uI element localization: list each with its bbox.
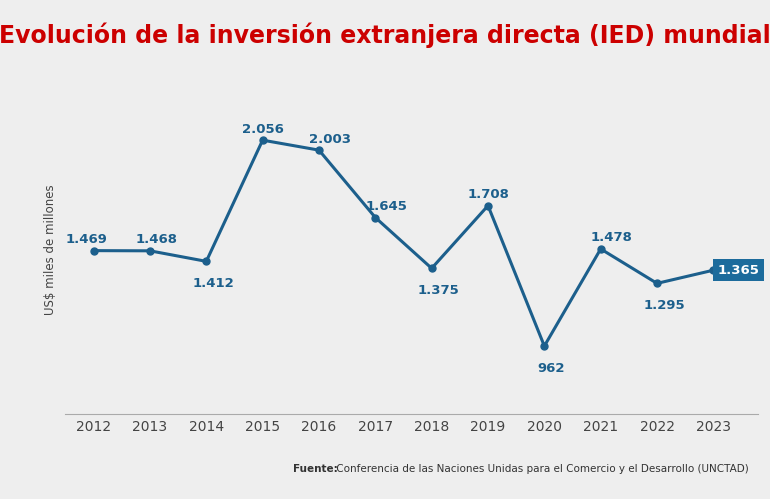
Text: 1.469: 1.469 (65, 233, 108, 246)
Text: 1.295: 1.295 (643, 299, 685, 312)
Text: 1.375: 1.375 (418, 284, 460, 297)
Text: 1.708: 1.708 (467, 188, 509, 201)
Text: 1.645: 1.645 (366, 200, 407, 213)
Text: Fuente:: Fuente: (293, 464, 337, 474)
Text: 2.056: 2.056 (242, 123, 283, 136)
Text: 1.478: 1.478 (591, 232, 633, 245)
Text: 2.003: 2.003 (309, 133, 351, 146)
Text: 1.468: 1.468 (136, 233, 178, 246)
Text: Conferencia de las Naciones Unidas para el Comercio y el Desarrollo (UNCTAD): Conferencia de las Naciones Unidas para … (333, 464, 748, 474)
Text: Evolución de la inversión extranjera directa (IED) mundial: Evolución de la inversión extranjera dir… (0, 23, 770, 48)
Text: 1.412: 1.412 (192, 277, 234, 290)
Text: 962: 962 (537, 362, 565, 375)
Text: 1.365: 1.365 (718, 263, 759, 277)
Y-axis label: US$ miles de millones: US$ miles de millones (44, 184, 57, 315)
